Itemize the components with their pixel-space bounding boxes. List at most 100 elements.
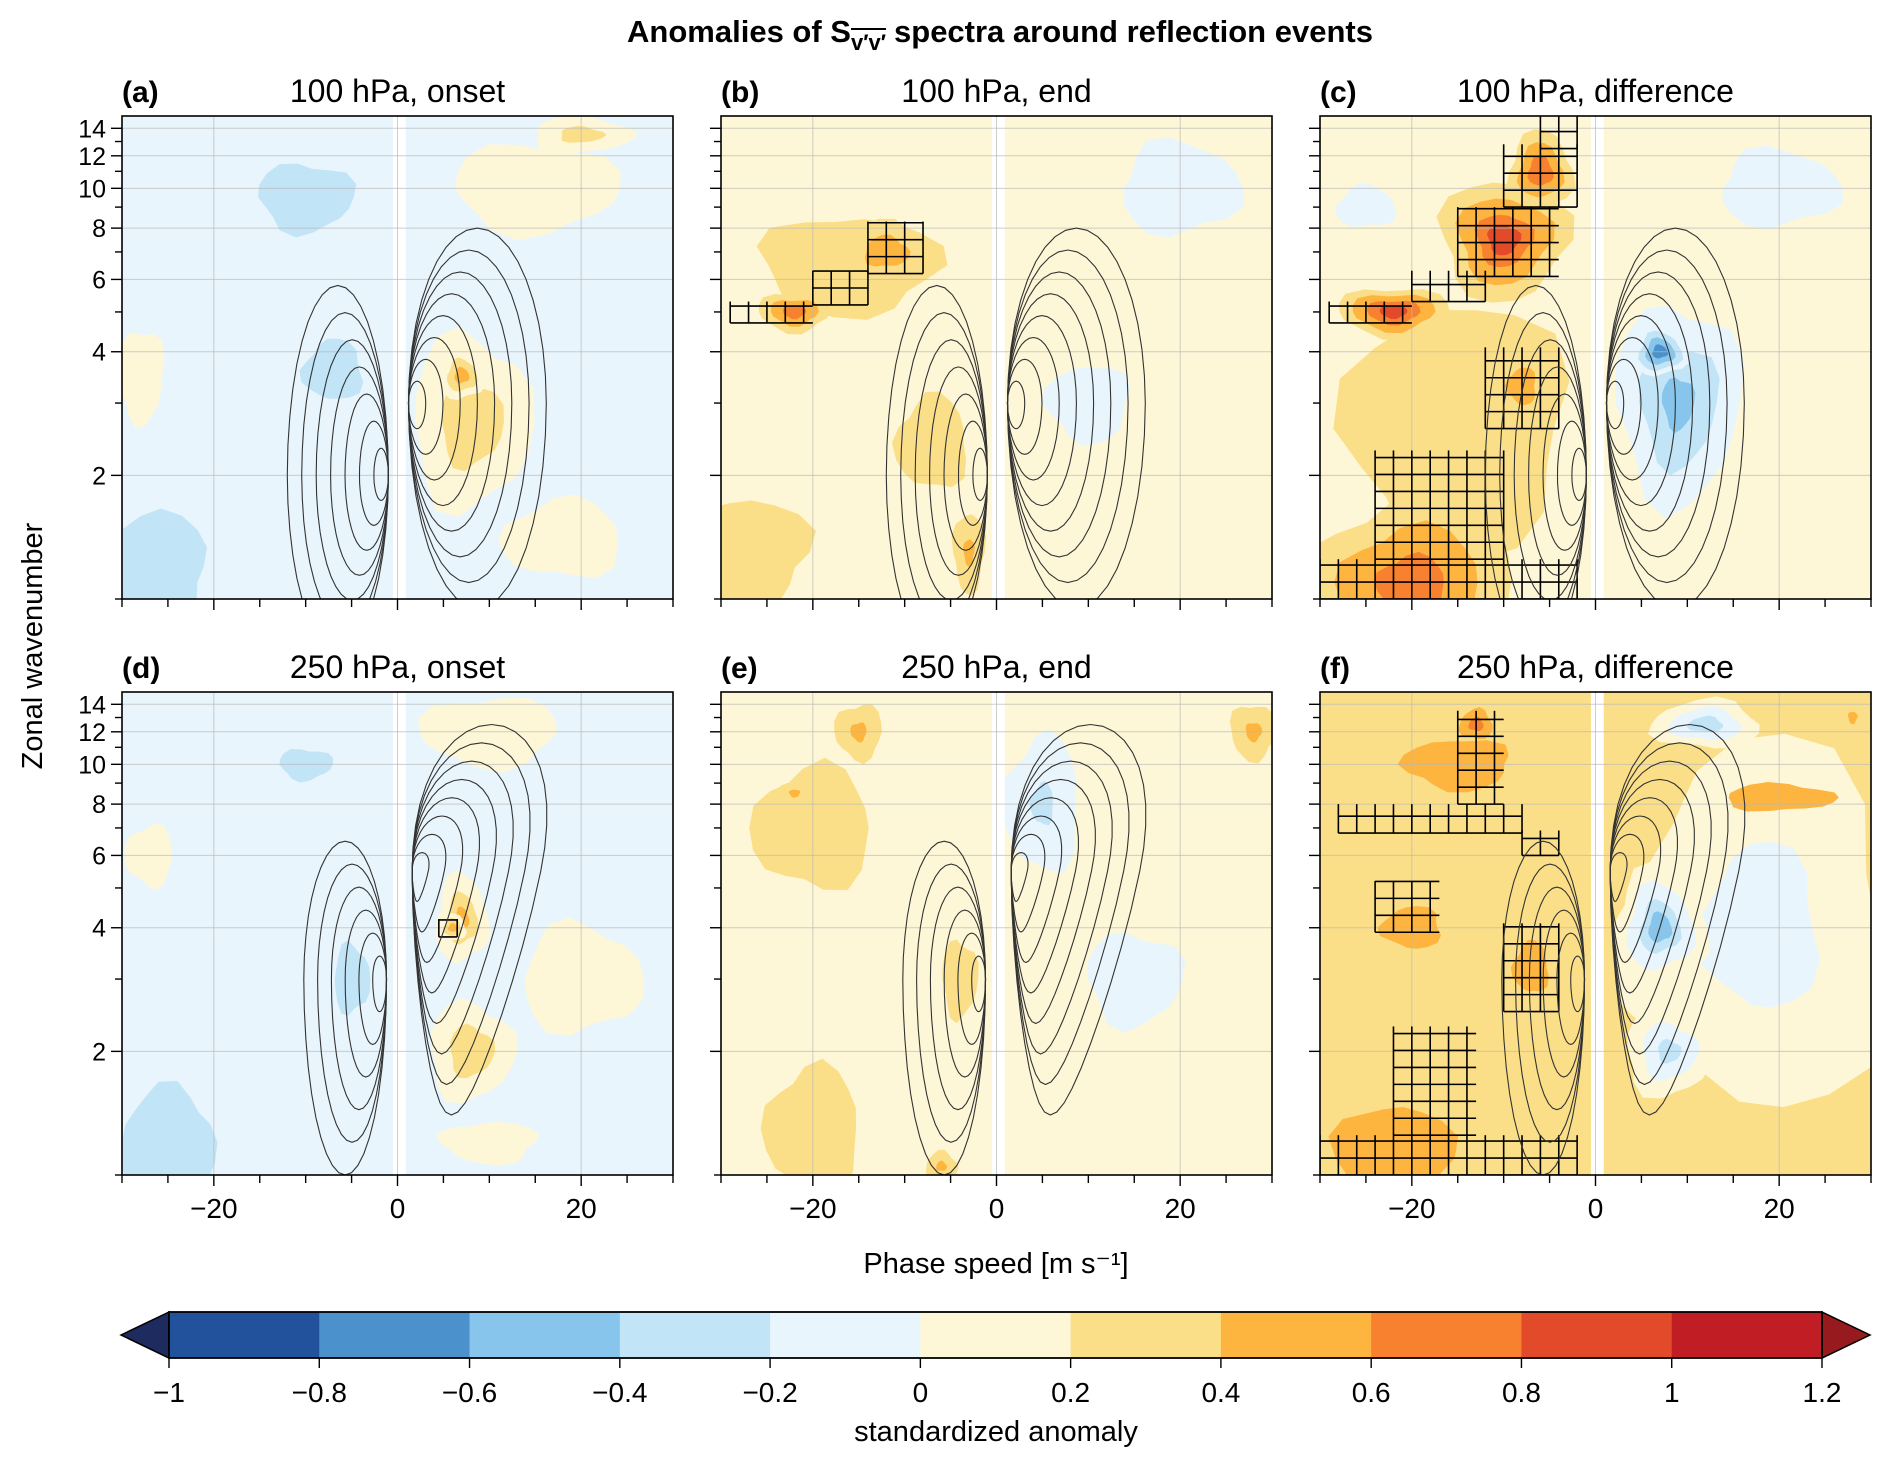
panel-plot-area xyxy=(721,116,1272,599)
climatology-contour-line xyxy=(303,840,388,1175)
missing-data-stripe xyxy=(991,116,1005,599)
climatology-contour-line xyxy=(1605,227,1745,599)
climatology-contour-line xyxy=(971,955,987,1013)
anomaly-contour-fill xyxy=(454,144,621,241)
climatology-contour-line xyxy=(1542,909,1586,1078)
climatology-contour-line xyxy=(407,249,530,584)
colorbar-tick-label: −0.4 xyxy=(592,1377,647,1408)
x-tick-label: 0 xyxy=(1588,1193,1604,1224)
anomaly-contour-fill xyxy=(1087,932,1186,1033)
climatology-contour-line xyxy=(1609,797,1678,994)
missing-data-stripe xyxy=(392,692,406,1175)
climatology-contour-line xyxy=(301,312,389,599)
anomaly-contour-fill xyxy=(334,940,371,1016)
anomaly-contour-fill xyxy=(788,789,801,798)
climatology-contour-line xyxy=(1010,852,1029,903)
anomaly-contour-fill xyxy=(783,306,807,320)
anomaly-contour-fill xyxy=(1334,182,1397,227)
colorbar-tick-label: −0.6 xyxy=(442,1377,497,1408)
anomaly-contour-fill xyxy=(436,1121,539,1166)
missing-data-stripe xyxy=(1590,116,1604,599)
anomaly-contour-fill xyxy=(1245,723,1263,743)
climatology-contour-line xyxy=(1556,932,1586,1045)
anomaly-contour-fill xyxy=(864,234,911,267)
climatology-contour-line xyxy=(372,955,388,1013)
x-tick-label: 20 xyxy=(1165,1193,1196,1224)
climatology-contour-line xyxy=(1010,815,1063,964)
colorbar-bin xyxy=(1371,1312,1522,1358)
climatology-contour-line xyxy=(1010,778,1096,1025)
anomaly-contour-fill xyxy=(850,722,867,743)
colorbar: −1 −0.8 −0.6 −0.4 −0.2 0 0.2 0.4 0.6 0.8 1 1.2 xyxy=(119,1310,1872,1408)
climatology-contour-line xyxy=(1006,227,1146,599)
climatology-contour-line xyxy=(1609,778,1695,1025)
climatology-contour-line xyxy=(286,284,389,599)
climatology-contour-line xyxy=(330,886,388,1111)
colorbar-under-arrow xyxy=(119,1310,170,1360)
climatology-contour-line xyxy=(317,863,388,1143)
colorbar-bin xyxy=(920,1312,1072,1358)
colorbar-tick-label: 0.2 xyxy=(1051,1377,1090,1408)
climatology-contour-line xyxy=(411,778,497,1025)
climatology-contour-line xyxy=(1010,760,1113,1055)
panel-title: 250 hPa, onset xyxy=(290,649,505,685)
anomaly-contour-fill xyxy=(1694,841,1821,1008)
x-tick-label: 0 xyxy=(989,1193,1005,1224)
climatology-contour-line xyxy=(1605,249,1728,584)
climatology-contour-line xyxy=(1499,312,1587,599)
climatology-contour-line xyxy=(407,293,496,532)
anomaly-contour-fill xyxy=(498,494,618,578)
climatology-contour-line xyxy=(1006,380,1026,430)
colorbar-tick-label: 1 xyxy=(1664,1377,1680,1408)
climatology-contour-line xyxy=(1571,447,1587,501)
x-tick-label: −20 xyxy=(1388,1193,1436,1224)
climatology-contour-line xyxy=(1501,840,1586,1175)
climatology-contour-line xyxy=(1010,742,1130,1086)
y-tick-label: 10 xyxy=(78,751,106,779)
climatology-contour-line xyxy=(1609,815,1662,964)
climatology-contour-line xyxy=(1513,339,1587,599)
climatology-contour-line xyxy=(1515,863,1586,1143)
anomaly-contour-fill xyxy=(122,508,207,599)
y-axis-label: Zonal wavenumber xyxy=(17,522,49,769)
significance-hatching xyxy=(812,270,869,306)
anomaly-contour-fill xyxy=(760,1058,857,1175)
anomaly-contour-fill xyxy=(892,391,967,488)
panel-f: −20 0 20 (f) 250 hPa, difference xyxy=(1309,649,1872,1224)
missing-data-stripe xyxy=(1590,692,1604,1175)
anomaly-contour-fill xyxy=(122,1080,218,1175)
panel-title: 100 hPa, end xyxy=(901,73,1091,109)
anomaly-contour-fill xyxy=(942,939,979,1024)
panel-plot-area xyxy=(122,692,673,1175)
panel-e: −20 0 20 (e) 250 hPa, end xyxy=(710,649,1273,1224)
significance-hatching xyxy=(1456,207,1559,278)
colorbar-bin xyxy=(770,1312,921,1358)
significance-hatching xyxy=(1374,450,1505,561)
climatology-contour-line xyxy=(1605,380,1625,430)
x-axis-label: Phase speed [m s⁻¹] xyxy=(863,1248,1128,1280)
climatology-contour-line xyxy=(344,909,388,1078)
climatology-contour-line xyxy=(929,366,988,576)
anomaly-contour-fill xyxy=(258,163,357,238)
climatology-contour-line xyxy=(1609,760,1712,1055)
colorbar-bin xyxy=(1070,1312,1222,1358)
climatology-contour-line xyxy=(1609,742,1729,1086)
anomaly-contour-fill xyxy=(1123,136,1244,238)
colorbar-tick-label: 0.4 xyxy=(1201,1377,1240,1408)
panel-label: (c) xyxy=(1320,76,1357,109)
title-subscript: v′v′ xyxy=(850,30,887,55)
significance-hatching xyxy=(1411,270,1487,303)
climatology-contour-line xyxy=(1006,336,1060,481)
climatology-contour-line xyxy=(1570,955,1586,1013)
colorbar-bin xyxy=(469,1312,621,1358)
anomaly-contour-fill xyxy=(124,823,173,890)
climatology-contour-line xyxy=(344,393,389,551)
y-tick-label: 4 xyxy=(92,339,106,367)
significance-hatching xyxy=(1328,301,1412,324)
y-tick-label: 2 xyxy=(92,1038,106,1066)
significance-hatching xyxy=(1374,880,1440,934)
climatology-contour-line xyxy=(411,723,548,1116)
climatology-contour-line xyxy=(1609,852,1628,903)
